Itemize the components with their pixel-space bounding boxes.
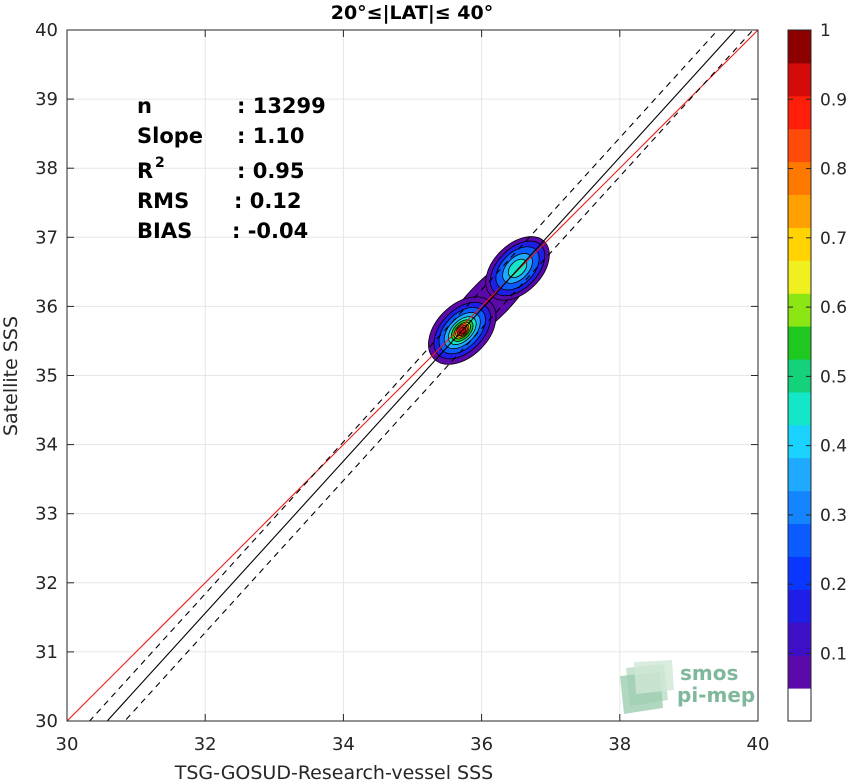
x-tick-label: 32 [194, 734, 217, 755]
colorbar-segment [788, 655, 811, 689]
y-axis-label: Satellite SSS [0, 316, 22, 436]
colorbar-tick-label: 0.9 [820, 90, 847, 110]
y-tick-label: 32 [35, 573, 58, 594]
stat-value: : 0.12 [234, 189, 302, 213]
y-tick-label: 34 [35, 435, 58, 456]
y-tick-label: 33 [35, 504, 58, 525]
chart-title: 20°≤|LAT|≤ 40° [331, 2, 494, 24]
x-axis-label: TSG-GOSUD-Research-vessel SSS [174, 762, 494, 784]
y-tick-label: 36 [35, 296, 58, 317]
stat-value: : 0.95 [237, 159, 305, 183]
colorbar-segment [788, 161, 811, 196]
stat-superscript: 2 [155, 155, 165, 171]
x-axis-ticks: 30 32 34 36 38 40 [56, 30, 770, 755]
colorbar-tick-label: 0.7 [820, 229, 847, 249]
y-tick-label: 38 [35, 158, 58, 179]
colorbar-segment [788, 391, 811, 426]
x-tick-label: 40 [747, 734, 770, 755]
colorbar-segment [788, 227, 811, 261]
smos-pi-mep-logo: smos pi-mep [620, 660, 755, 714]
colorbar-segment [788, 293, 811, 327]
colorbar-segment [788, 457, 811, 492]
colorbar: 0.1 0.2 0.3 0.4 0.5 0.6 0.7 0.8 0.9 1 [787, 21, 847, 722]
stat-name: Slope [137, 124, 203, 148]
stat-value: : -0.04 [232, 219, 308, 243]
colorbar-segment [788, 523, 811, 557]
y-axis-ticks: 30 31 32 33 34 35 36 37 38 39 40 [35, 20, 758, 732]
y-tick-label: 37 [35, 227, 58, 248]
colorbar-segment [788, 62, 811, 97]
x-tick-label: 34 [332, 734, 355, 755]
colorbar-segment [788, 622, 811, 656]
x-tick-label: 38 [608, 734, 631, 755]
x-tick-label: 36 [470, 734, 493, 755]
colorbar-tick-label: 0.2 [820, 575, 847, 595]
colorbar-segment [788, 326, 811, 360]
y-tick-label: 35 [35, 366, 58, 387]
colorbar-segment [788, 30, 811, 64]
colorbar-segment [788, 359, 811, 393]
colorbar-segment [788, 128, 811, 163]
colorbar-tick-label: 0.4 [820, 437, 847, 457]
stat-name: BIAS [137, 219, 192, 243]
x-tick-label: 30 [56, 734, 79, 755]
colorbar-tick-label: 0.5 [820, 367, 847, 387]
logo-line2: pi-mep [677, 683, 755, 707]
identity-line [67, 30, 758, 721]
stat-name: RMS [137, 189, 189, 213]
stat-value: : 1.10 [237, 124, 305, 148]
stat-value: : 13299 [237, 94, 326, 118]
colorbar-segment [788, 490, 811, 525]
colorbar-tick-label: 0.3 [820, 506, 847, 526]
colorbar-segment [788, 260, 811, 294]
colorbar-frame [787, 29, 812, 722]
colorbar-tick-label: 0.6 [820, 298, 847, 318]
fit-line [106, 30, 737, 721]
stat-name: n [137, 94, 152, 118]
colorbar-segment [788, 424, 811, 459]
colorbar-tick-label: 1 [820, 21, 831, 41]
colorbar-segment [788, 589, 811, 623]
y-tick-label: 40 [35, 20, 58, 41]
colorbar-tick-label: 0.1 [820, 644, 847, 664]
statistics-box: n : 13299 Slope : 1.10 R 2 : 0.95 RMS : 0.12 BIAS… [137, 94, 326, 243]
colorbar-segment [788, 556, 811, 590]
colorbar-segment [788, 194, 811, 228]
y-tick-label: 31 [35, 642, 58, 663]
colorbar-tick-label: 0.8 [820, 160, 847, 180]
stat-name: R [137, 159, 153, 183]
regression-lines [67, 30, 758, 721]
colorbar-segment [788, 95, 811, 130]
colorbar-segment [788, 688, 811, 722]
grid-lines [66, 29, 759, 722]
logo-line1: smos [680, 661, 738, 685]
y-tick-label: 30 [35, 711, 58, 732]
y-tick-label: 39 [35, 89, 58, 110]
